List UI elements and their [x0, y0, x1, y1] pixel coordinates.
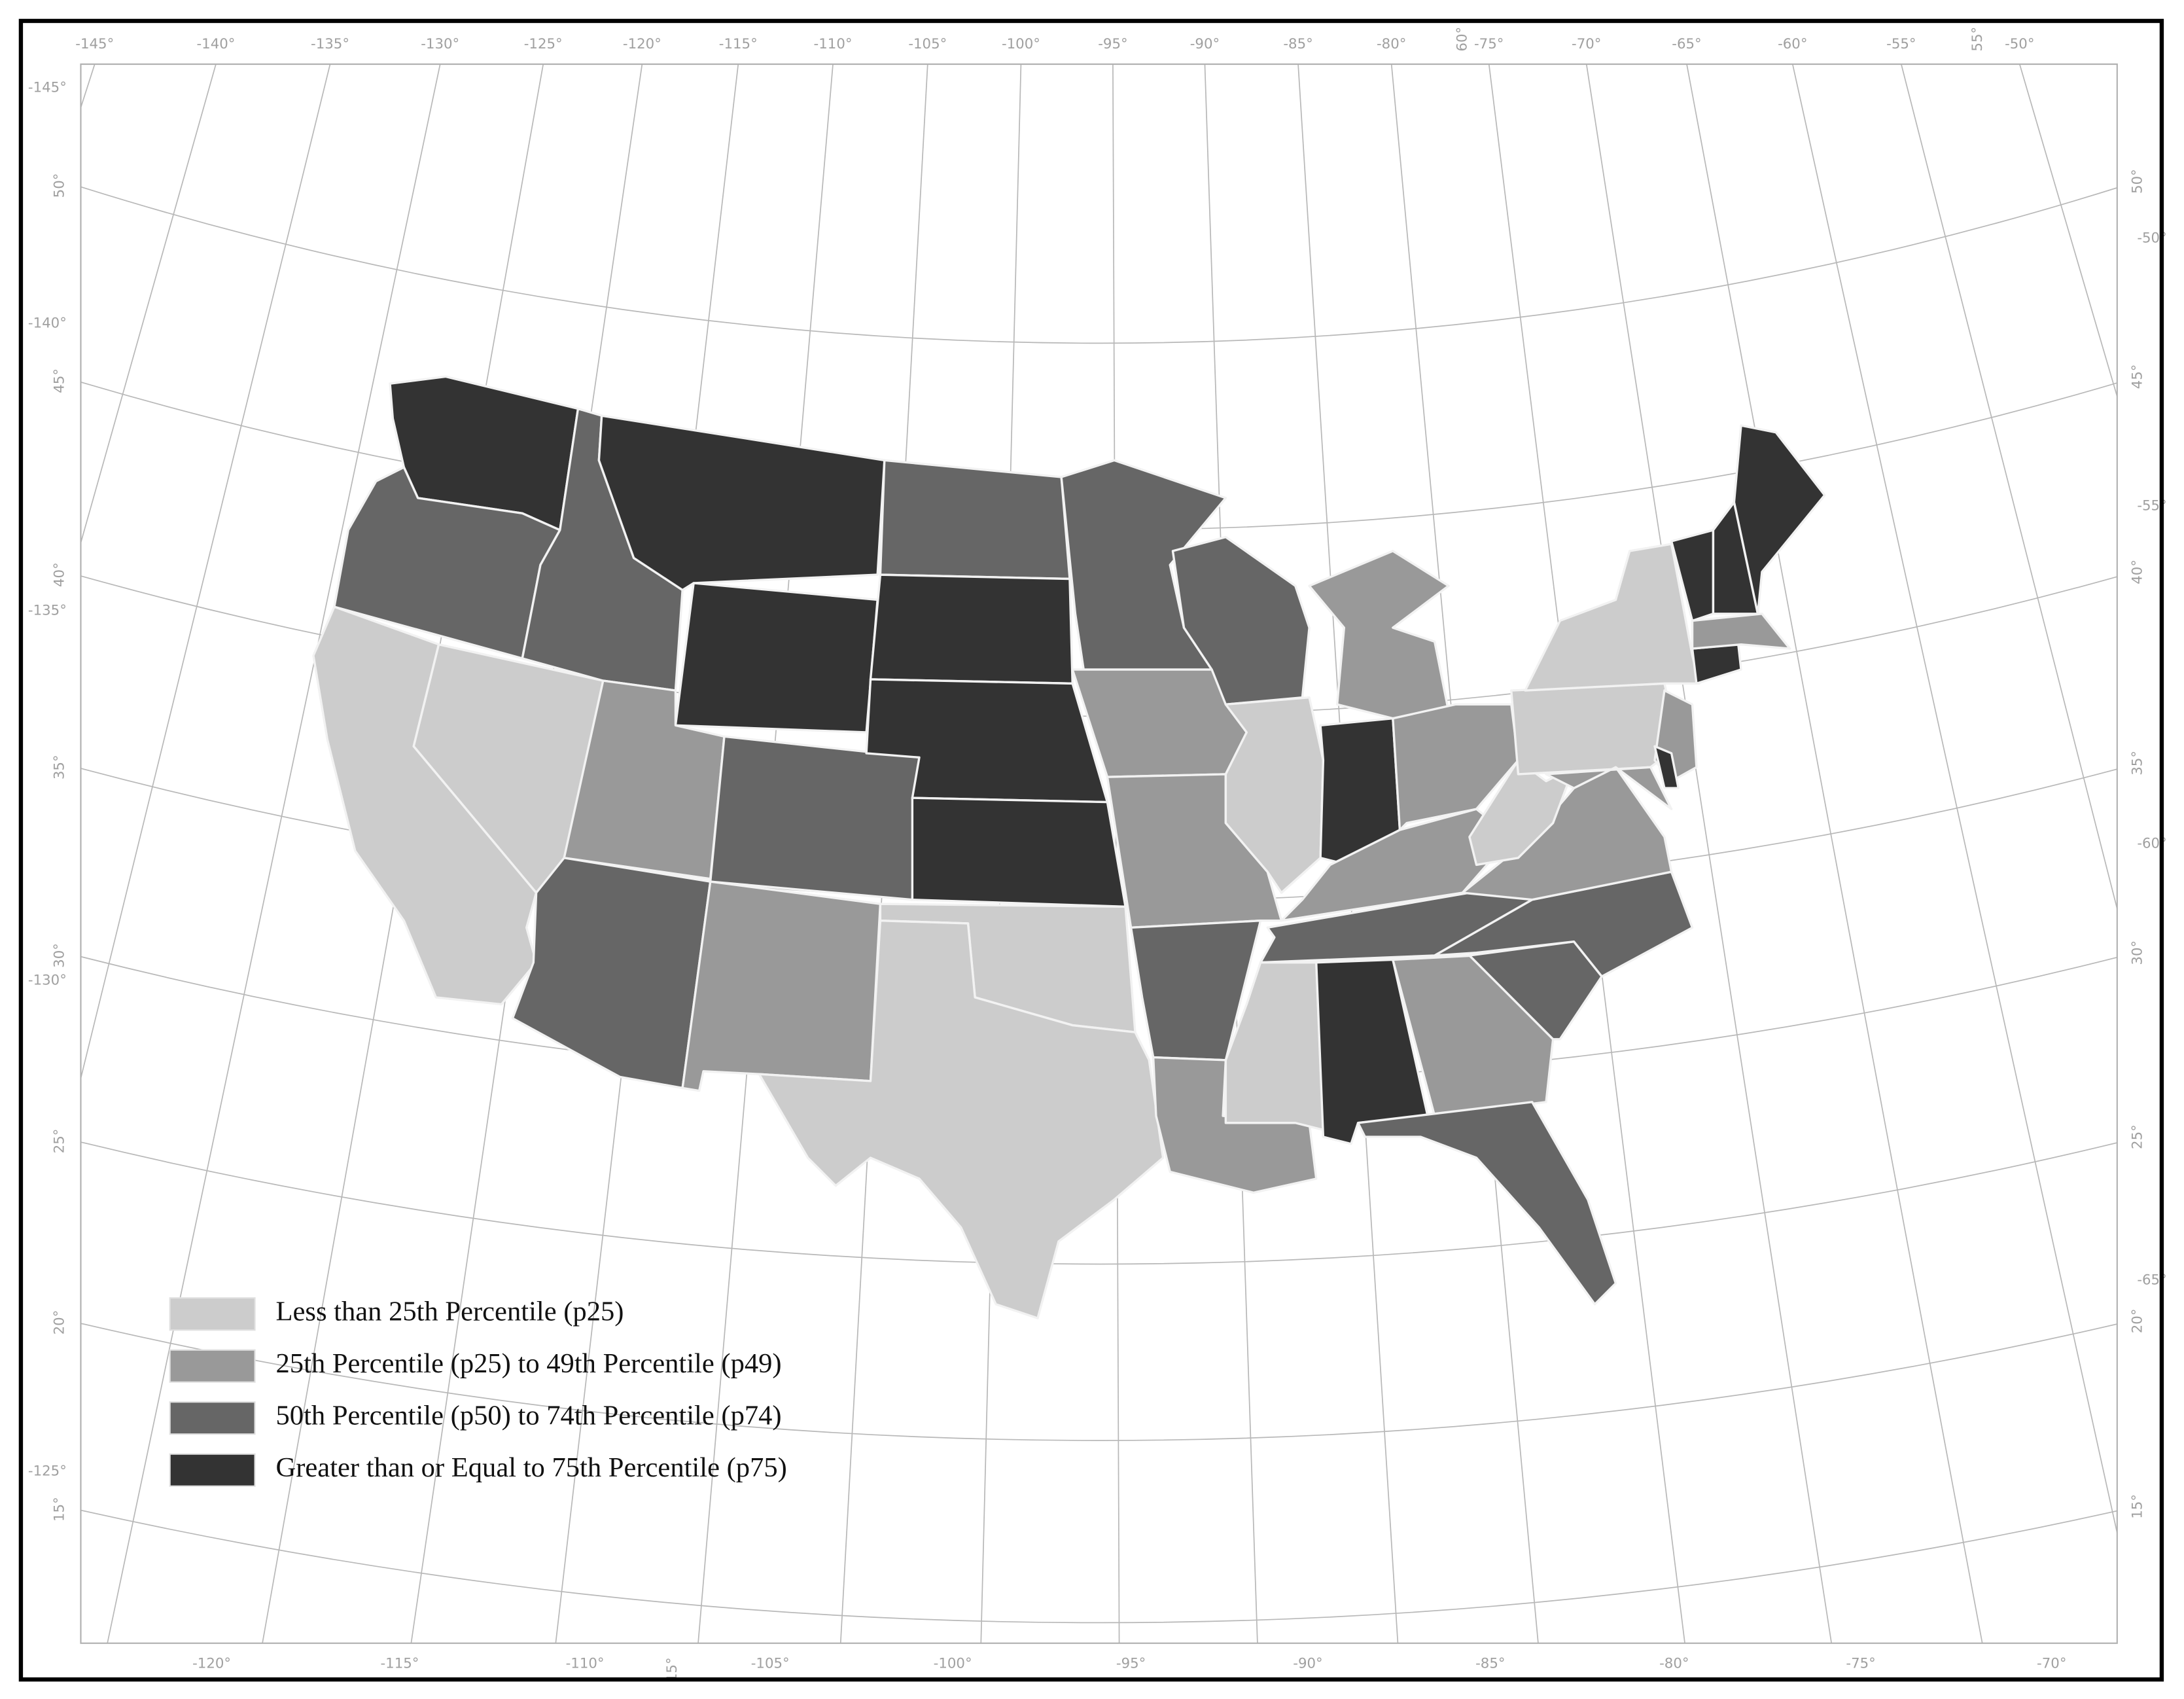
map-frame — [80, 63, 2118, 1644]
graticule-label: 30° — [2130, 940, 2146, 965]
graticule-label: -120° — [192, 1656, 231, 1672]
graticule-label: 25° — [2130, 1124, 2146, 1149]
graticule-label: -55° — [1886, 36, 1916, 52]
state-region — [674, 582, 879, 734]
state-region — [1356, 1101, 1617, 1306]
state-region — [1733, 424, 1826, 615]
legend-swatch — [169, 1297, 256, 1331]
graticule-label: 40° — [52, 562, 68, 587]
meridian-line — [80, 64, 217, 545]
graticule-label: -100° — [934, 1656, 972, 1672]
state-region — [1653, 745, 1680, 789]
graticule-label: 35° — [2130, 751, 2146, 776]
graticule-label: 50° — [2130, 169, 2146, 194]
outer-border — [18, 18, 2164, 1682]
state-region — [869, 573, 1074, 685]
legend-swatch — [169, 1349, 256, 1383]
graticule-label: -95° — [1098, 36, 1127, 52]
graticule-label: -120° — [623, 36, 661, 52]
meridian-line — [2018, 64, 2117, 399]
graticule-label: 50° — [52, 173, 68, 198]
graticule-label: -75° — [1474, 36, 1504, 52]
legend-label: Greater than or Equal to 75th Percentile… — [276, 1452, 787, 1483]
state-region — [1308, 550, 1450, 720]
states — [312, 375, 1826, 1319]
state-region — [879, 459, 1071, 581]
graticule-label: -135° — [28, 603, 67, 619]
graticule-label: -80° — [1659, 1656, 1689, 1672]
graticule-label: -125° — [28, 1463, 67, 1480]
graticule-label: 45° — [52, 368, 68, 393]
graticule-label: -145° — [28, 79, 67, 96]
graticule-label: -85° — [1475, 1656, 1505, 1672]
meridian-line — [1791, 64, 2117, 1536]
legend: Less than 25th Percentile (p25) 25th Perc… — [169, 1297, 787, 1487]
graticule-label: -105° — [908, 36, 947, 52]
legend-swatch — [169, 1453, 256, 1487]
graticule-label: -85° — [1283, 36, 1312, 52]
graticule-label: -65° — [1672, 36, 1701, 52]
graticule-label: -125° — [524, 36, 563, 52]
state-region — [1691, 613, 1791, 650]
graticule-label: 40° — [2130, 560, 2146, 584]
graticule-label: -90° — [1293, 1656, 1322, 1672]
graticule-label: -90° — [1190, 36, 1220, 52]
graticule-label: 15° — [52, 1497, 68, 1522]
legend-swatch — [169, 1401, 256, 1435]
graticule-label: -70° — [1572, 36, 1601, 52]
legend-label: 50th Percentile (p50) to 74th Percentile… — [276, 1401, 782, 1431]
graticule-label: -95° — [1116, 1656, 1146, 1672]
graticule-label: 60° — [1454, 27, 1470, 52]
state-region — [1224, 696, 1325, 894]
state-region — [681, 880, 882, 1092]
graticule-label: -135° — [311, 36, 349, 52]
state-region — [1545, 766, 1673, 810]
graticule-label: -130° — [28, 972, 67, 988]
graticule-labels: -145° -140° -135° -130° -125° -120° -115° -110°… — [28, 27, 2167, 1682]
graticule-label: 25° — [52, 1129, 68, 1154]
graticule-label: -130° — [421, 36, 459, 52]
state-region — [758, 919, 1165, 1319]
graticule-label: 20° — [52, 1310, 68, 1335]
graticule-label: -75° — [1846, 1656, 1875, 1672]
graticule-label: -140° — [28, 315, 67, 331]
graticule-label: 35° — [52, 755, 68, 779]
graticule-label: -115° — [719, 36, 758, 52]
state-region — [709, 735, 921, 901]
graticule-label: -100° — [1002, 36, 1040, 52]
meridian-line — [1585, 64, 1833, 1643]
graticule-label: -140° — [196, 36, 235, 52]
meridian-line — [107, 64, 441, 1643]
meridian-line — [1686, 64, 1983, 1643]
graticule-label: -80° — [1377, 36, 1406, 52]
meridian-line — [80, 64, 331, 1081]
graticule-label: -70° — [2037, 1656, 2066, 1672]
meridian-line — [1900, 64, 2117, 911]
graticule-label: 15° — [2130, 1494, 2146, 1519]
graticule-label: 45° — [2130, 365, 2146, 389]
legend-label: 25th Percentile (p25) to 49th Percentile… — [276, 1348, 782, 1379]
graticule-label: -105° — [751, 1656, 790, 1672]
graticule-label: 55° — [1969, 27, 1986, 52]
graticule-label: 30° — [52, 943, 68, 968]
graticule-label: -110° — [814, 36, 853, 52]
graticule-label: -145° — [75, 36, 114, 52]
state-region — [1510, 682, 1680, 776]
graticule-label: -50° — [2005, 36, 2034, 52]
state-region — [911, 796, 1127, 908]
graticule-label: -60° — [1778, 36, 1807, 52]
graticule-label: -110° — [566, 1656, 605, 1672]
graticule-label: 20° — [2130, 1309, 2146, 1334]
graticule-label: -115° — [380, 1656, 419, 1672]
legend-label: Less than 25th Percentile (p25) — [276, 1297, 624, 1327]
